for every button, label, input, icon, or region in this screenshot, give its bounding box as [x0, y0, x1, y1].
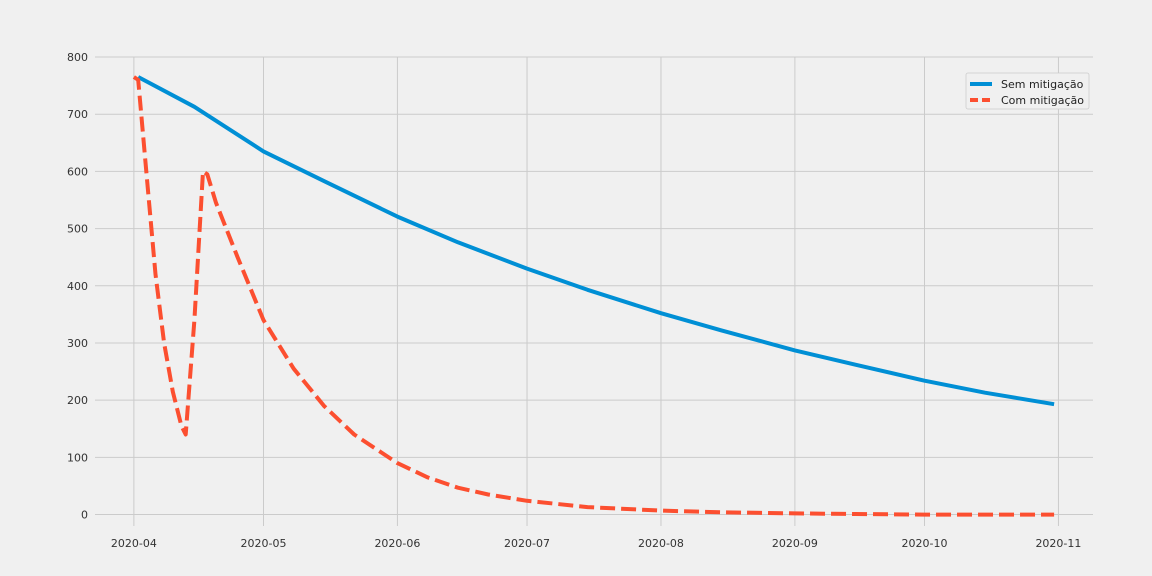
x-tick-label: 2020-04	[111, 537, 157, 550]
series-lines	[132, 75, 1055, 517]
series-line-sem-mitigacao	[137, 75, 1055, 407]
x-tick-label: 2020-11	[1035, 537, 1081, 550]
legend: Sem mitigação Com mitigação	[965, 72, 1090, 110]
x-tick-label: 2020-06	[374, 537, 420, 550]
y-tick-label: 100	[67, 451, 88, 464]
x-tick-label: 2020-07	[504, 537, 550, 550]
y-tick-label: 200	[67, 394, 88, 407]
x-tick-label: 2020-09	[772, 537, 818, 550]
y-tick-label: 400	[67, 280, 88, 293]
x-tick-label: 2020-10	[902, 537, 948, 550]
legend-box	[965, 72, 1090, 110]
series-line-com-mitigacao	[132, 75, 1055, 517]
y-tick-label: 300	[67, 337, 88, 350]
y-tick-label: 0	[81, 509, 88, 522]
x-tick-label: 2020-05	[241, 537, 287, 550]
x-axis-tick-labels: 2020-04 2020-05 2020-06 2020-07 2020-08 2020-…	[111, 537, 1082, 550]
y-tick-label: 700	[67, 108, 88, 121]
y-tick-label: 600	[67, 165, 88, 178]
legend-label: Sem mitigação	[1001, 78, 1084, 91]
y-tick-label: 800	[67, 51, 88, 64]
y-tick-label: 500	[67, 223, 88, 236]
y-axis-tick-labels: 0 100 200 300 400 500 600 700 800	[67, 51, 88, 522]
x-tick-label: 2020-08	[638, 537, 684, 550]
gridlines	[95, 56, 1093, 526]
legend-label: Com mitigação	[1001, 94, 1084, 107]
